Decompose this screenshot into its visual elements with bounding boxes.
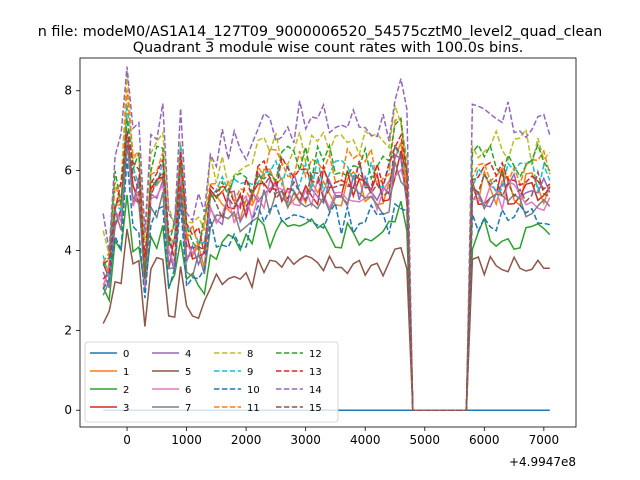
series-line-15 <box>102 140 551 411</box>
plot-frame <box>79 57 577 428</box>
plot-series-group <box>102 66 551 411</box>
series-line-10 <box>102 158 550 411</box>
legend-label-11: 11 <box>247 403 260 414</box>
legend-label-3: 3 <box>123 403 129 414</box>
x-tick-label: 7000 <box>529 433 560 447</box>
legend-label-4: 4 <box>185 349 191 360</box>
series-line-12 <box>102 116 551 411</box>
series-line-13 <box>102 130 551 411</box>
y-tick-label: 0 <box>64 403 72 417</box>
legend-label-5: 5 <box>185 367 191 378</box>
legend-label-14: 14 <box>309 385 322 396</box>
x-tick-label: 3000 <box>290 433 321 447</box>
legend-label-2: 2 <box>123 385 129 396</box>
legend-label-7: 7 <box>185 403 191 414</box>
legend-label-8: 8 <box>247 349 253 360</box>
series-line-2 <box>102 194 551 411</box>
legend-label-1: 1 <box>123 367 129 378</box>
legend-label-15: 15 <box>309 403 322 414</box>
x-tick-label: 5000 <box>409 433 440 447</box>
y-tick-label: 6 <box>64 164 72 178</box>
x-tick-label: 2000 <box>231 433 262 447</box>
y-axis-ticks: 0 2 4 6 8 <box>64 84 80 417</box>
legend-label-10: 10 <box>247 385 260 396</box>
series-line-8 <box>102 70 551 411</box>
y-tick-label: 8 <box>64 84 72 98</box>
chart-suptitle: n file: modeM0/AS1A14_127T09_9000006520_… <box>38 24 603 40</box>
y-tick-label: 2 <box>64 323 72 337</box>
legend-label-9: 9 <box>247 367 253 378</box>
chart-title: Quadrant 3 module wise count rates with … <box>133 40 524 56</box>
series-line-5 <box>102 228 550 411</box>
series-line-14 <box>102 66 551 411</box>
legend-label-12: 12 <box>309 349 322 360</box>
legend-box <box>84 341 339 423</box>
y-tick-label: 4 <box>64 243 72 257</box>
x-axis-ticks: 0 1000 2000 3000 4000 5000 6000 7000 <box>123 427 559 447</box>
legend-label-13: 13 <box>309 367 322 378</box>
x-axis-offset-label: +4.9947e8 <box>509 455 576 469</box>
x-tick-label: 1000 <box>171 433 202 447</box>
x-tick-label: 0 <box>123 433 131 447</box>
legend-label-0: 0 <box>123 349 129 360</box>
legend-label-6: 6 <box>185 385 191 396</box>
x-tick-label: 6000 <box>469 433 500 447</box>
x-tick-label: 4000 <box>350 433 381 447</box>
